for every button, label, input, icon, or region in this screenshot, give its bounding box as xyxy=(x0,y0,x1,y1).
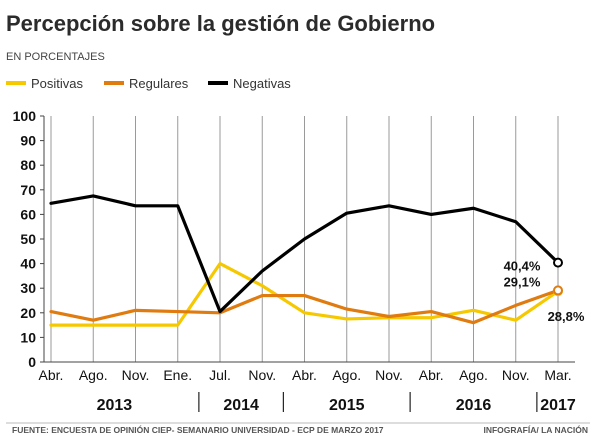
x-tick-label: Abr. xyxy=(419,367,444,383)
x-tick-label: Ene. xyxy=(163,367,192,383)
y-tick-label: 90 xyxy=(20,133,36,149)
data-label-negativas: 40,4% xyxy=(504,259,541,274)
data-label-regulares: 29,1% xyxy=(504,274,541,289)
end-marker-negativas xyxy=(553,257,563,268)
chart-title: Percepción sobre la gestión de Gobierno xyxy=(6,11,435,36)
legend-label-positivas: Positivas xyxy=(31,76,84,91)
year-label-2013: 2013 xyxy=(97,397,133,414)
y-tick-label: 70 xyxy=(20,182,36,198)
x-tick-label: Ago. xyxy=(459,367,488,383)
x-tick-label: Ago. xyxy=(79,367,108,383)
y-tick-label: 60 xyxy=(20,206,36,222)
y-axis: 0 10 20 30 40 50 60 70 80 90 100 xyxy=(13,108,575,370)
year-label-2017: 2017 xyxy=(540,397,576,414)
year-label-2014: 2014 xyxy=(223,397,259,414)
y-tick-label: 30 xyxy=(20,280,36,296)
year-label-2015: 2015 xyxy=(329,397,365,414)
x-tick-label: Nov. xyxy=(375,367,403,383)
x-tick-label: Abr. xyxy=(292,367,317,383)
y-tick-label: 80 xyxy=(20,157,36,173)
year-label-2016: 2016 xyxy=(456,397,492,414)
x-tick-label: Ago. xyxy=(332,367,361,383)
y-tick-label: 100 xyxy=(13,108,37,124)
data-labels: 40,4%29,1% 28,8% xyxy=(504,259,585,325)
x-tick-label: Jul. xyxy=(209,367,231,383)
footer-source: FUENTE: ENCUESTA DE OPINIÓN CIEP- SEMANA… xyxy=(12,424,384,435)
legend: Positivas Regulares Negativas xyxy=(6,76,291,91)
series-line-negativas xyxy=(49,194,560,314)
year-axis: 2013 2014 2015 2016 2017 xyxy=(97,392,576,414)
x-tick-label: Mar. xyxy=(544,367,571,383)
legend-label-regulares: Regulares xyxy=(129,76,189,91)
x-tick-label: Nov. xyxy=(502,367,530,383)
footer-credit: INFOGRAFÍA/ LA NACIÓN xyxy=(483,424,588,435)
x-tick-label: Nov. xyxy=(248,367,276,383)
x-axis: Abr. Ago. Nov. Ene. Jul. Nov. Abr. Ago. Nov. Abr.… xyxy=(39,367,572,383)
y-tick-label: 40 xyxy=(20,256,36,272)
legend-label-negativas: Negativas xyxy=(233,76,291,91)
data-label-positivas: 28,8% xyxy=(548,309,585,324)
end-marker-regulares xyxy=(553,285,563,296)
x-tick-label: Abr. xyxy=(39,367,64,383)
chart-subtitle: EN PORCENTAJES xyxy=(6,51,105,63)
y-tick-label: 50 xyxy=(20,231,36,247)
series-line-regulares xyxy=(49,288,560,325)
series-line-positivas xyxy=(49,262,560,327)
y-tick-label: 20 xyxy=(20,305,36,321)
y-tick-label: 0 xyxy=(28,354,36,370)
y-tick-label: 10 xyxy=(20,329,36,345)
x-tick-label: Nov. xyxy=(122,367,150,383)
series-lines xyxy=(49,194,563,327)
